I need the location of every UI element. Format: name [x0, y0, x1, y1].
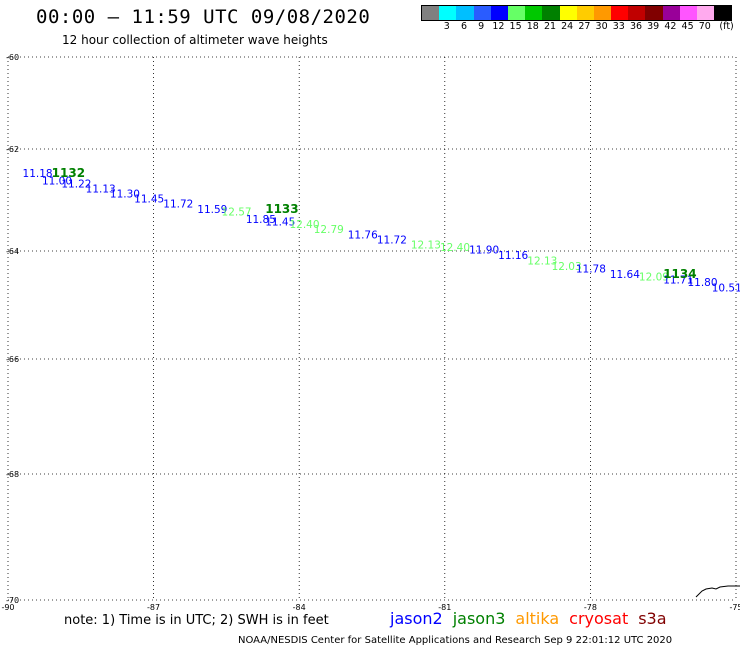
legend-label: 18	[526, 21, 539, 32]
lon-tick-label: -90	[1, 603, 14, 610]
legend-swatch	[507, 6, 526, 20]
legend-swatch	[456, 6, 474, 20]
legend-swatch	[422, 6, 440, 20]
legend-swatch	[439, 6, 457, 20]
wave-height-value: 11.13	[86, 183, 116, 195]
legend-label: 33	[612, 21, 625, 32]
wave-height-value: 11.45	[134, 194, 164, 206]
wave-height-value: 12.13	[411, 239, 441, 251]
wave-height-value: 12.40	[440, 242, 470, 254]
legend-label: 3	[443, 21, 450, 32]
legend-swatch	[697, 6, 715, 20]
legend-label: 15	[509, 21, 522, 32]
pass-time-label: 1134	[663, 267, 696, 281]
wave-height-value: 11.78	[576, 264, 606, 276]
lat-tick-label: -60	[6, 53, 19, 62]
legend-swatch	[611, 6, 629, 20]
lon-tick-label: -78	[584, 603, 597, 610]
legend-swatch	[662, 6, 680, 20]
legend-swatch	[714, 6, 732, 20]
wave-height-value: 12.09	[639, 272, 669, 284]
wave-height-value: 12.79	[314, 224, 344, 236]
lat-tick-label: -64	[6, 247, 19, 256]
wave-height-value: 11.72	[163, 199, 193, 211]
wave-height-value: 11.72	[377, 234, 407, 246]
legend-label: 21	[543, 21, 557, 32]
lon-tick-label: -87	[147, 603, 160, 610]
lat-tick-label: -70	[6, 596, 19, 605]
wave-height-value: 12.03	[552, 261, 582, 273]
wave-height-value: 11.85	[246, 214, 276, 226]
wave-height-value: 11.80	[687, 277, 717, 289]
legend-swatch	[559, 6, 577, 20]
legend-swatch	[593, 6, 612, 20]
page-subtitle: 12 hour collection of altimeter wave hei…	[62, 33, 328, 47]
legend-swatch	[542, 6, 560, 20]
lat-tick-label: -62	[6, 145, 19, 154]
footer-note: note: 1) Time is in UTC; 2) SWH is in fe…	[64, 613, 329, 628]
legend-swatch	[645, 6, 663, 20]
wave-height-value: 12.13	[527, 256, 557, 268]
wave-height-value: 12.57	[222, 206, 252, 218]
wave-height-value: 11.64	[610, 269, 640, 281]
legend-swatch	[679, 6, 697, 20]
pass-time-label: 1132	[52, 166, 85, 180]
wave-height-value: 11.16	[498, 250, 528, 262]
axis-ticks: -90 -87 -84 -81 -78 -75 -60 -62 -64 -66 -68 -70	[1, 53, 740, 610]
wave-height-value: 11.71	[663, 274, 693, 286]
legend-swatch	[628, 6, 646, 20]
lon-tick-label: -75	[729, 603, 740, 610]
satellite-label: cryosat	[569, 609, 629, 628]
legend-unit: (ft)	[719, 21, 734, 32]
satellite-label: s3a	[638, 609, 667, 628]
wave-height-value: 11.30	[110, 188, 140, 200]
coastline	[695, 585, 740, 598]
legend-label: 45	[681, 21, 694, 32]
wave-height-value: 11.18	[23, 168, 53, 180]
color-legend-bar	[421, 5, 733, 21]
pass-time-label: 1133	[265, 202, 298, 216]
page-title: 00:00 – 11:59 UTC 09/08/2020	[36, 6, 371, 28]
lon-tick-label: -84	[293, 603, 306, 610]
legend-label: 39	[647, 21, 660, 32]
legend-label: 70	[698, 21, 711, 32]
lon-tick-label: -81	[438, 603, 451, 610]
legend-label: 30	[595, 21, 608, 32]
lat-tick-label: -66	[6, 355, 19, 364]
legend-swatch	[473, 6, 491, 20]
satellite-label: altika	[515, 609, 560, 628]
map-grid	[7, 56, 737, 601]
wave-height-value: 11.90	[469, 245, 499, 257]
wave-height-value: 11.45	[265, 217, 295, 229]
satellite-label: jason2	[390, 609, 443, 628]
legend-label: 12	[492, 21, 505, 32]
lat-tick-label: -68	[6, 470, 19, 479]
wave-height-value: 11.00	[42, 176, 72, 188]
pass-labels-layer: 1132113311340405	[52, 166, 697, 281]
wave-height-value: 11.22	[61, 178, 91, 190]
wave-height-value: 11.59	[197, 204, 227, 216]
footer-credit: NOAA/NESDIS Center for Satellite Applica…	[238, 635, 673, 646]
legend-swatch	[525, 6, 543, 20]
satellite-label: jason3	[452, 609, 506, 628]
legend-label: 42	[664, 21, 677, 32]
legend-swatch	[576, 6, 594, 20]
legend-label: 27	[578, 21, 591, 32]
legend-label: 36	[629, 21, 643, 32]
legend-swatch	[490, 6, 508, 20]
legend-label: 24	[561, 21, 574, 32]
wave-height-value: 12.40	[289, 219, 319, 231]
wave-height-value: 11.76	[348, 229, 378, 241]
satellite-legend: jason2 jason3 altika cryosat s3a	[390, 609, 677, 628]
wave-height-value: 10.51	[712, 283, 740, 295]
legend-label: 9	[478, 21, 485, 32]
legend-label: 6	[460, 21, 468, 32]
